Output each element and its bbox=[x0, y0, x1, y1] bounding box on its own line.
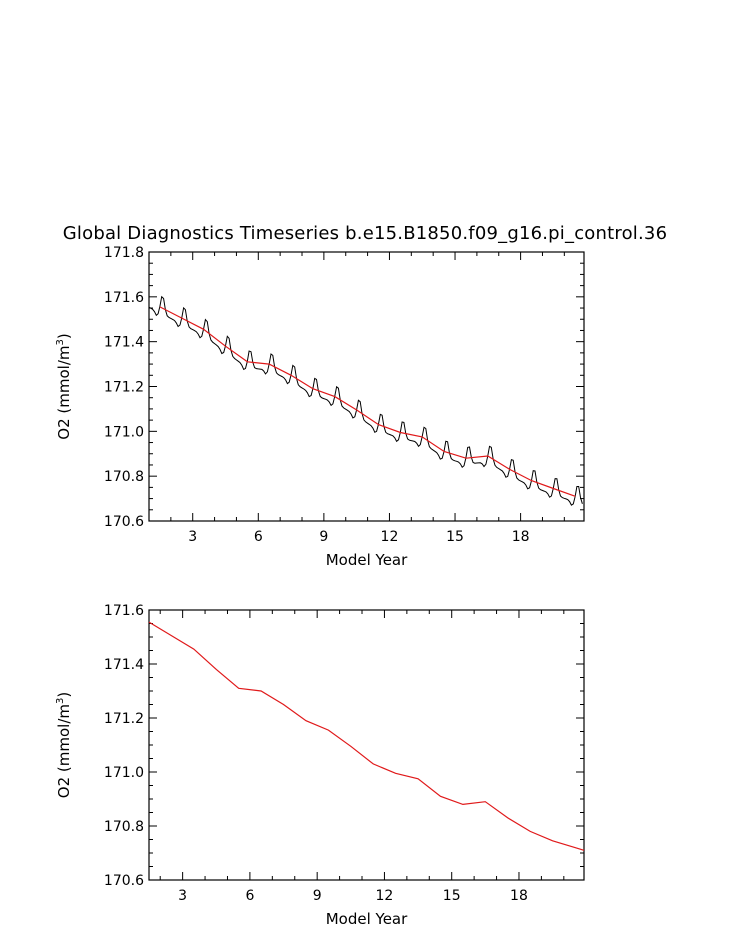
x-axis-label: Model Year bbox=[326, 910, 408, 928]
y-tick-label: 170.6 bbox=[104, 873, 144, 889]
x-tick-label: 9 bbox=[319, 529, 328, 545]
top-plot-panel: 170.6 170.8 171.0 171.2 171.4 171.6 171.8 3 6 9 12… bbox=[55, 245, 585, 569]
y-tick-label: 171.6 bbox=[104, 603, 144, 619]
y-tick-label: 171.0 bbox=[104, 424, 144, 440]
y-axis-label-superscript: 3 bbox=[55, 698, 66, 704]
y-tick-label: 170.8 bbox=[104, 819, 144, 835]
chart-title: Global Diagnostics Timeseries b.e15.B185… bbox=[63, 223, 667, 244]
y-axis-label-main: O2 (mmol/m bbox=[55, 704, 73, 798]
plot-frame bbox=[148, 609, 585, 881]
x-tick-label: 18 bbox=[512, 529, 530, 545]
bottom-plot-panel: 170.6 170.8 171.0 171.2 171.4 171.6 3 6 9 12 15 18 M… bbox=[55, 603, 585, 928]
y-tick-label: 170.6 bbox=[104, 514, 144, 530]
annual-mean-line bbox=[148, 621, 585, 851]
x-tick-label: 3 bbox=[188, 529, 197, 545]
y-axis-label-superscript: 3 bbox=[55, 339, 66, 345]
plot-frame bbox=[148, 251, 585, 522]
y-axis-label: O2 (mmol/m3) bbox=[55, 692, 73, 798]
y-tick-label: 171.0 bbox=[104, 765, 144, 781]
x-tick-label: 15 bbox=[446, 529, 464, 545]
x-tick-label: 18 bbox=[510, 888, 528, 904]
y-tick-label: 170.8 bbox=[104, 469, 144, 485]
y-tick-label: 171.4 bbox=[104, 657, 144, 673]
y-axis-label-close: ) bbox=[55, 692, 73, 698]
y-axis-label-main: O2 (mmol/m bbox=[55, 346, 73, 440]
annual-mean-line bbox=[159, 306, 576, 497]
x-tick-label: 9 bbox=[313, 888, 322, 904]
y-tick-label: 171.6 bbox=[104, 290, 144, 306]
x-tick-label: 3 bbox=[178, 888, 187, 904]
y-tick-label: 171.2 bbox=[104, 711, 144, 727]
x-tick-label: 12 bbox=[376, 888, 394, 904]
y-tick-label: 171.4 bbox=[104, 335, 144, 351]
x-tick-label: 6 bbox=[245, 888, 254, 904]
y-tick-label: 171.2 bbox=[104, 380, 144, 396]
x-tick-label: 15 bbox=[443, 888, 461, 904]
x-axis-label: Model Year bbox=[326, 551, 408, 569]
x-tick-label: 12 bbox=[381, 529, 399, 545]
monthly-line bbox=[148, 295, 583, 506]
y-axis-label: O2 (mmol/m3) bbox=[55, 333, 73, 439]
y-axis-label-close: ) bbox=[55, 333, 73, 339]
y-tick-label: 171.8 bbox=[104, 245, 144, 261]
x-tick-label: 6 bbox=[254, 529, 263, 545]
